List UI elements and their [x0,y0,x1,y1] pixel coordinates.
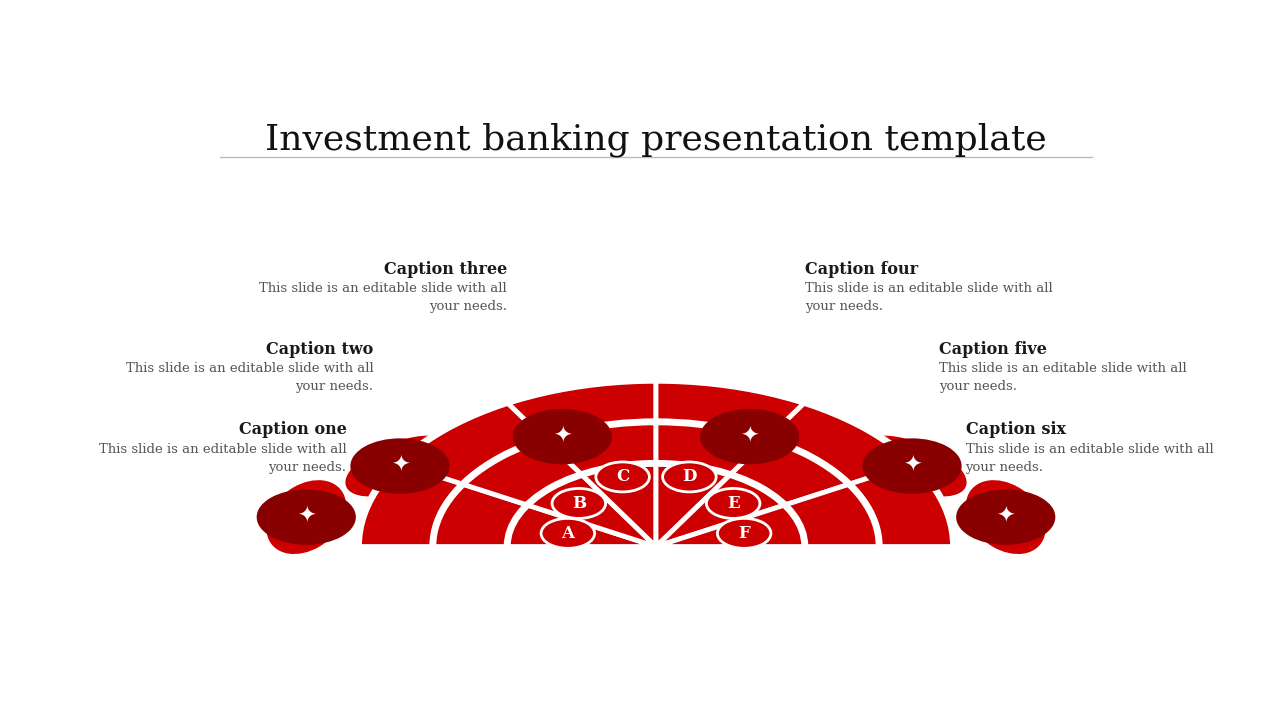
Text: Caption three: Caption three [384,261,507,278]
Wedge shape [657,464,954,546]
Text: Caption one: Caption one [238,421,347,438]
Text: B: B [572,495,586,512]
Circle shape [717,518,771,549]
Text: ✦: ✦ [297,507,316,527]
Text: This slide is an editable slide with all
your needs.: This slide is an editable slide with all… [99,443,347,474]
Text: C: C [616,469,630,485]
Circle shape [513,409,612,464]
Text: ✦: ✦ [740,427,759,446]
Circle shape [541,518,595,549]
Circle shape [552,488,605,518]
Circle shape [663,462,717,492]
Circle shape [351,438,449,494]
Ellipse shape [858,436,966,497]
Wedge shape [507,380,657,546]
Text: Investment banking presentation template: Investment banking presentation template [265,122,1047,157]
Text: This slide is an editable slide with all
your needs.: This slide is an editable slide with all… [260,282,507,313]
Text: Caption five: Caption five [938,341,1047,358]
Ellipse shape [497,414,628,459]
Wedge shape [657,402,914,546]
Wedge shape [657,380,805,546]
Text: ✦: ✦ [996,507,1015,527]
Text: This slide is an editable slide with all
your needs.: This slide is an editable slide with all… [805,282,1052,313]
Text: Caption six: Caption six [965,421,1065,438]
Text: ✦: ✦ [553,427,572,446]
Text: This slide is an editable slide with all
your needs.: This slide is an editable slide with all… [938,362,1187,394]
Ellipse shape [346,436,454,497]
Ellipse shape [266,480,346,554]
Text: A: A [562,525,575,542]
Text: ✦: ✦ [390,456,410,476]
Text: Caption two: Caption two [266,341,374,358]
Text: This slide is an editable slide with all
your needs.: This slide is an editable slide with all… [125,362,374,394]
Circle shape [700,409,799,464]
Text: ✦: ✦ [902,456,922,476]
Ellipse shape [966,480,1046,554]
Text: E: E [727,495,740,512]
Text: This slide is an editable slide with all
your needs.: This slide is an editable slide with all… [965,443,1213,474]
Text: F: F [739,525,750,542]
Circle shape [863,438,961,494]
Text: Caption four: Caption four [805,261,918,278]
Wedge shape [358,464,657,546]
Circle shape [595,462,649,492]
Circle shape [707,488,760,518]
Ellipse shape [684,414,815,459]
Circle shape [956,490,1055,545]
Wedge shape [398,402,657,546]
Text: D: D [682,469,696,485]
Circle shape [257,490,356,545]
